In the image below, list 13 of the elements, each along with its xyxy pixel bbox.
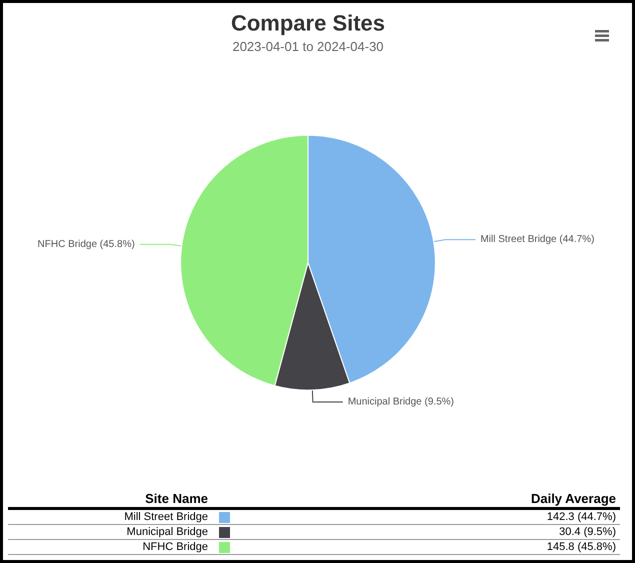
data-label: 30.4 (9.5%) <box>558 525 617 540</box>
data-label: 142.3 (44.7%) <box>546 510 617 524</box>
legend-label: Mill Street Bridge <box>123 510 208 524</box>
text: NFHC Bridge (45.8%) <box>38 238 135 250</box>
data-label: 145.8 (45.8%) <box>546 540 617 554</box>
chart-subtitle: 2023-04-01 to 2024-04-30 <box>232 39 384 54</box>
legend-label: NFHC Bridge <box>142 540 208 554</box>
text: Municipal Bridge (9.5%) <box>348 396 454 408</box>
chart-title: Compare Sites <box>230 10 386 36</box>
legend-label: Municipal Bridge <box>126 525 208 540</box>
text: Mill Street Bridge (44.7%) <box>480 234 594 246</box>
text: Daily Average <box>530 490 617 508</box>
text: Site Name <box>144 490 208 508</box>
